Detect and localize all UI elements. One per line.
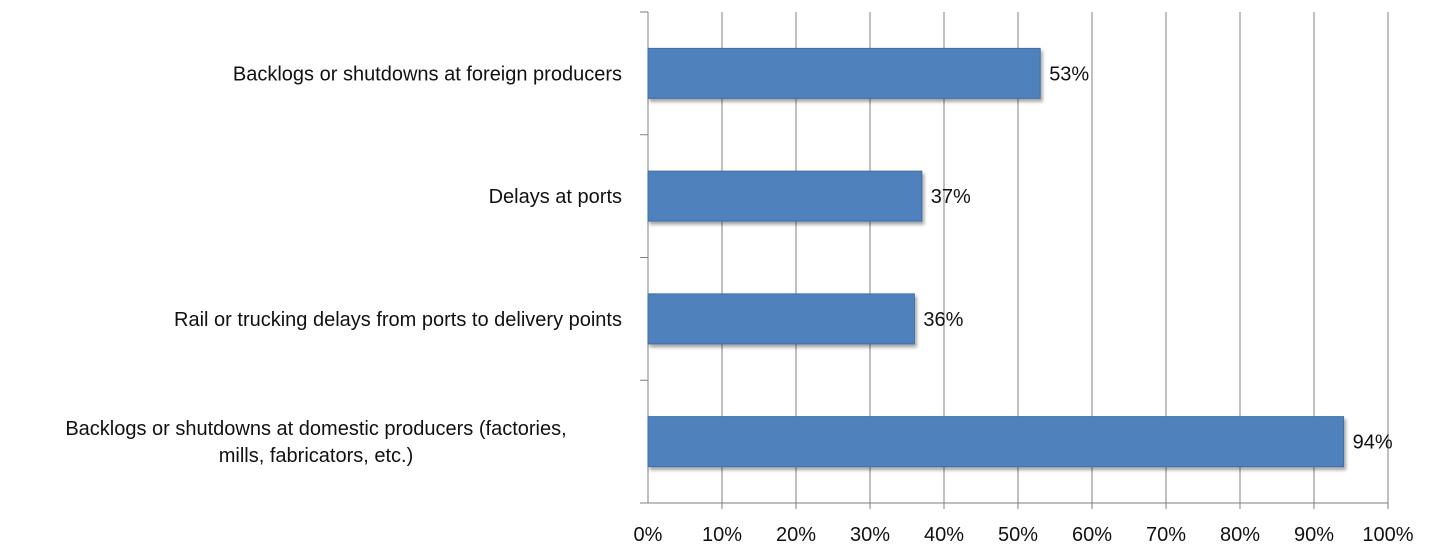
x-tick-label: 20% — [776, 524, 816, 546]
bar — [647, 170, 923, 222]
data-label: 36% — [923, 309, 963, 331]
x-tick-label: 70% — [1146, 524, 1186, 546]
data-label: 94% — [1353, 432, 1393, 454]
x-tick-label: 10% — [702, 524, 742, 546]
category-label: Rail or trucking delays from ports to de… — [174, 309, 622, 331]
data-label: 37% — [931, 186, 971, 208]
category-label: Backlogs or shutdowns at foreign produce… — [233, 63, 622, 85]
data-label: 53% — [1049, 63, 1089, 85]
bar — [647, 293, 915, 345]
x-tick-label: 30% — [850, 524, 890, 546]
x-tick-label: 40% — [924, 524, 964, 546]
bar — [647, 416, 1345, 468]
bars — [647, 47, 1345, 468]
category-label-line: Delays at ports — [489, 186, 622, 208]
x-tick-label: 50% — [998, 524, 1038, 546]
category-label-line: mills, fabricators, etc.) — [219, 445, 413, 467]
category-label-line: Backlogs or shutdowns at foreign produce… — [233, 63, 622, 85]
labels: 0% 10% 20% 30% 40% 50% 60% 70% 80% 90% 100% 53% Back… — [65, 63, 1413, 546]
category-label-line: Backlogs or shutdowns at domestic produc… — [65, 418, 566, 440]
x-tick-label: 80% — [1220, 524, 1260, 546]
x-tick-label: 60% — [1072, 524, 1112, 546]
category-label: Delays at ports — [489, 186, 622, 208]
x-tick-label: 0% — [634, 524, 663, 546]
category-label-line: Rail or trucking delays from ports to de… — [174, 309, 622, 331]
x-tick-label: 100% — [1362, 524, 1413, 546]
category-label: Backlogs or shutdowns at domestic produc… — [65, 418, 566, 467]
bar — [647, 47, 1041, 99]
x-tick-label: 90% — [1294, 524, 1334, 546]
